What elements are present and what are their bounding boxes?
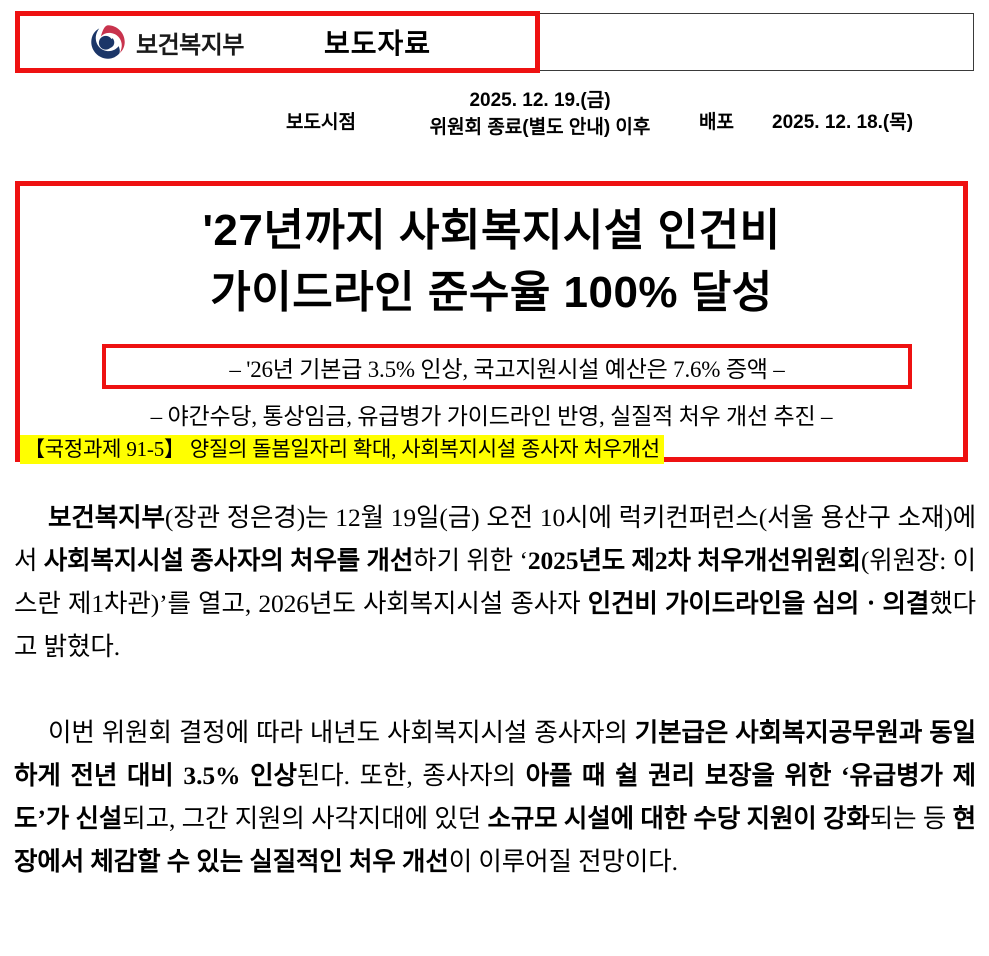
p2-seg3: 된다. 또한, 종사자의 [296, 761, 526, 790]
p1-seg5: 2025년도 제2차 처우개선위원회 [527, 546, 861, 575]
p2-seg5: 되고, 그간 지원의 사각지대에 있던 [122, 804, 488, 833]
headline-red-box: '27년까지 사회복지시설 인건비 가이드라인 준수율 100% 달성 – '2… [15, 181, 968, 465]
body-paragraph-2: 이번 위원회 결정에 따라 내년도 사회복지시설 종사자의 기본급은 사회복지공… [14, 711, 976, 883]
headline-line-1: '27년까지 사회복지시설 인건비 [202, 206, 781, 255]
body-paragraph-1: 보건복지부(장관 정은경)는 12월 19일(금) 오전 10시에 럭키컨퍼런스… [14, 496, 976, 668]
p2-seg8: 현장에서 체감할 수 있는 실질적인 처우 개선 [14, 804, 976, 876]
distribution-date: 2025. 12. 18.(목) [772, 112, 914, 133]
p1-seg2: (장관 정은경)는 12월 19일(금) 오전 10시에 럭키컨퍼런스(서울 용… [14, 503, 976, 575]
p2-seg2: 기본급은 사회복지공무원과 동일하게 전년 대비 3.5% 인상 [14, 718, 976, 790]
document-type-label: 보도자료 [323, 29, 432, 60]
embargo-condition: 위원회 종료(별도 안내) 이후 [429, 116, 651, 138]
p1-seg8: 했다고 밝혔다. [14, 589, 976, 661]
ministry-identity: 보건복지부 [89, 23, 244, 61]
p2-seg7: 되는 등 [869, 804, 953, 833]
embargo-value-group: 2025. 12. 19.(금) 위원회 종료(별도 안내) 이후 [395, 88, 685, 140]
distribution-label: 배포 [699, 112, 734, 133]
p1-seg3: 사회복지시설 종사자의 처우를 개선 [43, 546, 414, 575]
embargo-label: 보도시점 [286, 112, 356, 133]
p2-seg6: 소규모 시설에 대한 수당 지원이 강화 [487, 804, 870, 833]
p1-seg6: (위원장: 이스란 제1차관)’를 열고, 2026년도 사회복지시설 종사자 [14, 546, 977, 618]
header-title-box: 보건복지부 보도자료 [15, 11, 540, 73]
subheadline-plain-text: – 야간수당, 통상임금, 유급병가 가이드라인 반영, 실질적 처우 개선 추… [150, 404, 833, 429]
embargo-date: 2025. 12. 19.(금) [469, 90, 611, 111]
body-content: 보건복지부(장관 정은경)는 12월 19일(금) 오전 10시에 럭키컨퍼런스… [14, 496, 976, 883]
subheadline-boxed-text: – '26년 기본급 3.5% 인상, 국고지원시설 예산은 7.6% 증액 – [229, 356, 785, 382]
policy-task-row: 【국정과제 91-5】 양질의 돌봄일자리 확대, 사회복지시설 종사자 처우개… [20, 435, 963, 465]
main-headline: '27년까지 사회복지시설 인건비 가이드라인 준수율 100% 달성 [20, 200, 963, 325]
document-header: 보건복지부 보도자료 [15, 11, 974, 73]
p2-seg4: 아플 때 쉴 권리 보장을 위한 ‘유급병가 제도’가 신설 [14, 761, 976, 833]
korea-government-taegeuk-icon [89, 23, 127, 61]
p2-seg1: 이번 위원회 결정에 따라 내년도 사회복지시설 종사자의 [48, 718, 635, 747]
p2-seg9: 이 이루어질 전망이다. [448, 847, 678, 876]
header-empty-cell [540, 13, 974, 71]
p1-seg1: 보건복지부 [48, 503, 165, 532]
ministry-name-label: 보건복지부 [136, 31, 244, 59]
subheadline-red-box: – '26년 기본급 3.5% 인상, 국고지원시설 예산은 7.6% 증액 – [102, 344, 912, 389]
p1-seg4: 하기 위한 ‘ [413, 546, 528, 575]
policy-task-highlight: 【국정과제 91-5】 양질의 돌봄일자리 확대, 사회복지시설 종사자 처우개… [20, 435, 664, 465]
headline-line-2: 가이드라인 준수율 100% 달성 [210, 268, 773, 318]
p1-seg7: 인건비 가이드라인을 심의ㆍ의결 [587, 589, 930, 618]
release-meta-row: 보도시점 2025. 12. 19.(금) 위원회 종료(별도 안내) 이후 배… [0, 88, 989, 150]
